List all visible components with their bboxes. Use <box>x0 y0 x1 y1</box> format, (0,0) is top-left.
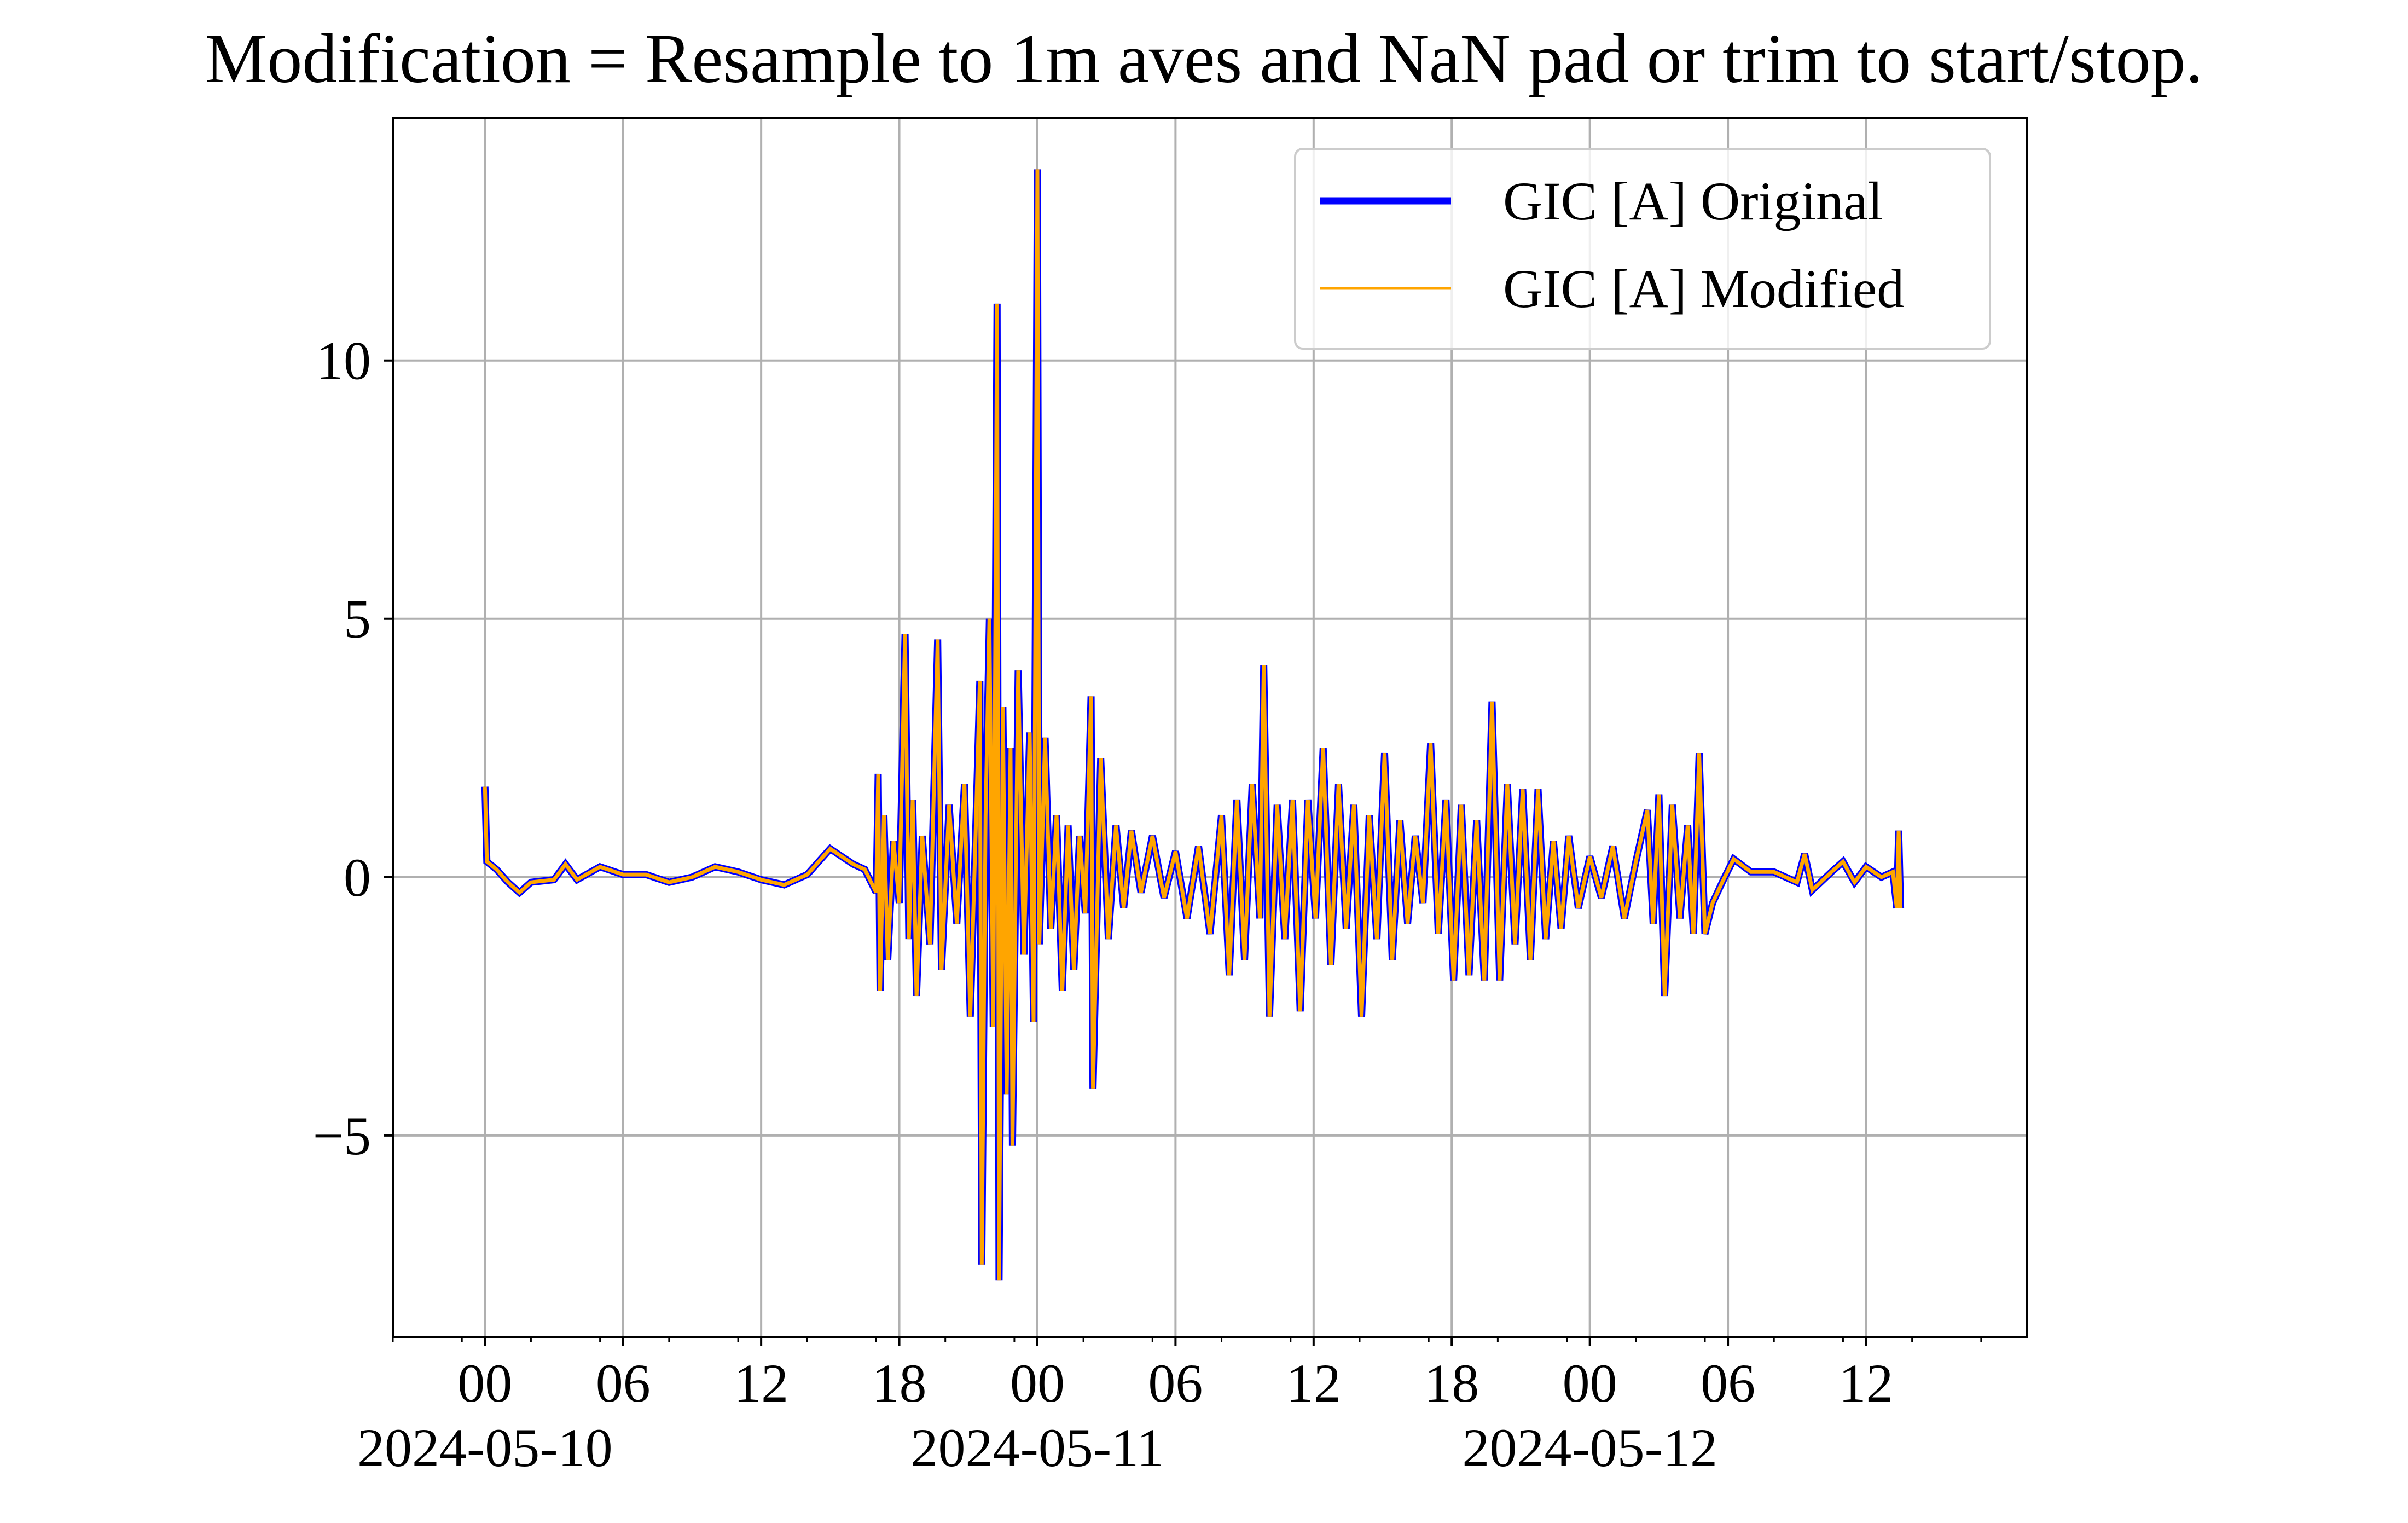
x-date-label: 2024-05-11 <box>911 1417 1164 1478</box>
legend-box <box>1294 148 1991 350</box>
x-date-label: 2024-05-12 <box>1462 1417 1717 1478</box>
y-tick-label: −5 <box>313 1105 371 1166</box>
x-tick-label: 06 <box>596 1353 651 1414</box>
plot-frame <box>392 117 2028 1338</box>
chart-title: Modification = Resample to 1m aves and N… <box>205 20 2203 97</box>
series-line-modified <box>483 169 1903 1281</box>
x-tick-label: 18 <box>1424 1353 1479 1414</box>
x-tick-label: 00 <box>457 1353 512 1414</box>
x-date-label: 2024-05-10 <box>357 1417 613 1478</box>
x-tick-label: 00 <box>1563 1353 1617 1414</box>
y-tick-label: 10 <box>316 331 371 391</box>
legend: GIC [A] Original GIC [A] Modified <box>1294 148 1991 350</box>
y-tick-label: 0 <box>344 847 371 908</box>
legend-label-original: GIC [A] Original <box>1503 171 1883 231</box>
x-tick-label: 12 <box>1286 1353 1341 1414</box>
x-tick-label: 06 <box>1701 1353 1755 1414</box>
x-tick-label: 18 <box>872 1353 927 1414</box>
legend-label-modified: GIC [A] Modified <box>1503 258 1904 319</box>
x-tick-label: 00 <box>1010 1353 1065 1414</box>
y-tick-label: 5 <box>344 589 371 650</box>
x-tick-label: 12 <box>1839 1353 1894 1414</box>
series-layer <box>481 169 1905 1281</box>
x-tick-label: 12 <box>734 1353 788 1414</box>
x-tick-label: 06 <box>1148 1353 1203 1414</box>
